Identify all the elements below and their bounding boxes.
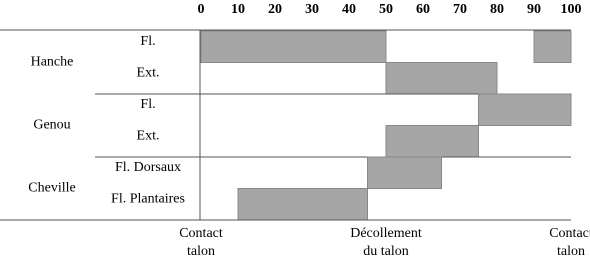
phase-bar (237, 188, 368, 221)
x-tick-label: 30 (305, 2, 319, 17)
annotation-line: du talon (363, 244, 409, 259)
phase-bar (200, 30, 387, 63)
phase-bar (533, 30, 572, 63)
annotation-line: Décollement (350, 226, 422, 241)
x-tick-label: 0 (198, 2, 205, 17)
annotation-line: talon (557, 244, 585, 259)
group-label: Cheville (28, 181, 75, 196)
row-label: Ext. (137, 128, 160, 143)
x-tick-label: 100 (561, 2, 582, 17)
group-label: Hanche (31, 55, 74, 70)
row-label: Ext. (137, 65, 160, 80)
x-tick-label: 60 (416, 2, 430, 17)
annotation-line: talon (187, 244, 215, 259)
row-label: Fl. Dorsaux (115, 160, 181, 175)
x-tick-label: 70 (453, 2, 467, 17)
annotation-line: Contact (549, 226, 590, 241)
row-label: Fl. Plantaires (111, 191, 185, 206)
phase-bar (478, 93, 572, 126)
annotation: Contact talon (179, 226, 223, 259)
row-label: Fl. (140, 97, 155, 112)
group-label: Genou (33, 118, 70, 133)
x-tick-label: 90 (527, 2, 541, 17)
annotation-line: Contact (179, 226, 223, 241)
phase-bar (385, 62, 498, 95)
x-tick-label: 20 (268, 2, 282, 17)
phase-bar (385, 125, 479, 158)
x-tick-label: 10 (231, 2, 245, 17)
x-tick-label: 40 (342, 2, 356, 17)
phase-bar (367, 156, 442, 189)
row-label: Fl. (140, 34, 155, 49)
x-tick-label: 80 (490, 2, 504, 17)
annotation: Décollement du talon (350, 226, 422, 259)
x-tick-label: 50 (379, 2, 393, 17)
annotation: Contact talon (549, 226, 590, 259)
